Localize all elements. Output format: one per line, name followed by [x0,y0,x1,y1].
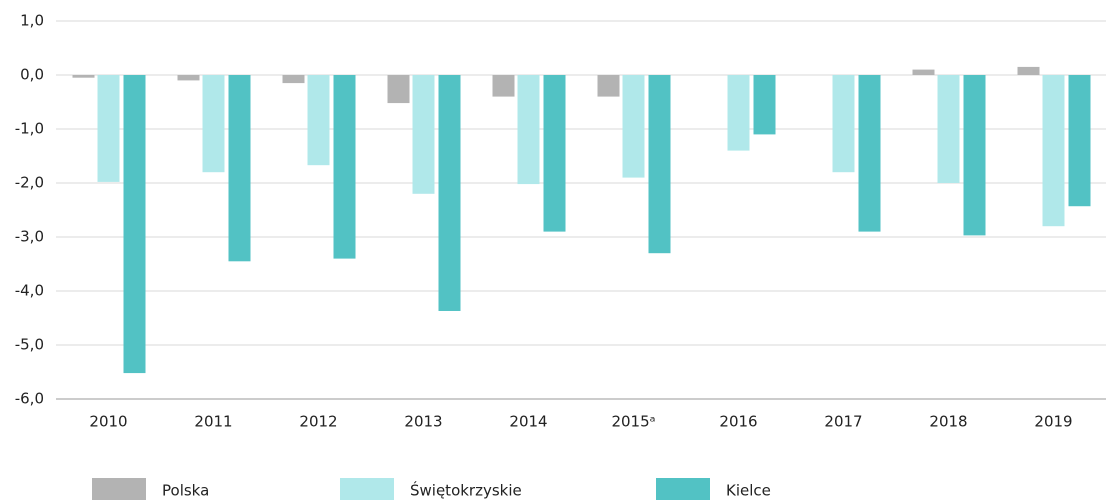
y-tick-label: -1,0 [15,120,44,138]
x-tick-label: 2019 [1034,413,1072,431]
legend-label: Polska [162,482,209,500]
legend-swatch [92,478,146,500]
x-tick-label: 2012 [299,413,337,431]
x-tick-label: 2013 [404,413,442,431]
bar [97,75,120,182]
bar [72,75,95,78]
bar [282,75,305,84]
bar [492,75,515,97]
y-tick-label: 0,0 [20,66,44,84]
bar [1017,66,1040,75]
y-tick-label: -6,0 [15,390,44,408]
y-tick-label: -4,0 [15,282,44,300]
bar [912,69,935,75]
bar [858,75,881,232]
x-tick-label: 2015ᵃ [611,413,655,431]
bar [387,75,410,104]
bar [438,75,461,311]
bar [648,75,671,254]
legend-swatch [340,478,394,500]
bar [832,75,855,173]
y-tick-label: -5,0 [15,336,44,354]
x-tick-label: 2011 [194,413,232,431]
legend-label: Kielce [726,482,771,500]
bar [597,75,620,97]
y-tick-label: -2,0 [15,174,44,192]
bar [517,75,540,185]
y-tick-label: 1,0 [20,12,44,30]
bar [307,75,330,166]
bar [228,75,251,262]
bar [727,75,750,151]
bar [1068,75,1091,207]
y-tick-label: -3,0 [15,228,44,246]
legend-label: Świętokrzyskie [410,481,522,500]
bar [622,75,645,178]
x-tick-label: 2014 [509,413,547,431]
legend-swatch [656,478,710,500]
bar [963,75,986,236]
bar [123,75,146,374]
bar [177,75,200,81]
x-tick-label: 2010 [89,413,127,431]
bar [753,75,776,135]
x-tick-label: 2018 [929,413,967,431]
x-tick-label: 2017 [824,413,862,431]
bar [937,75,960,183]
x-tick-label: 2016 [719,413,757,431]
bar [543,75,566,232]
bar [1042,75,1065,227]
bar [412,75,435,194]
bar [333,75,356,259]
bar [202,75,225,173]
